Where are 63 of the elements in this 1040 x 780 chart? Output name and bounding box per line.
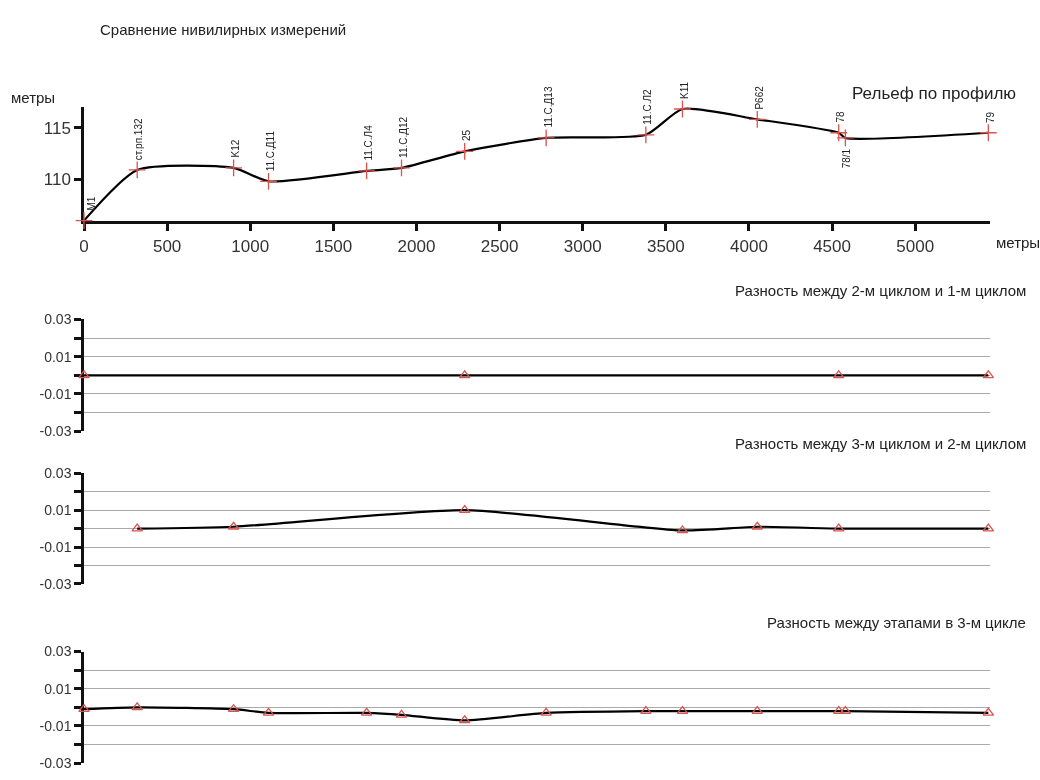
annotation: K11 [678, 81, 690, 99]
chart-title: Разность между 3-м циклом и 2-м циклом [735, 435, 1027, 452]
x-tick-label: 2000 [397, 236, 436, 256]
point [74, 211, 94, 230]
y-tick-label: -0.01 [39, 385, 72, 402]
point [829, 123, 848, 142]
point [640, 705, 652, 714]
point [537, 128, 556, 147]
annotation: Р662 [753, 85, 765, 110]
x-tick-label: 3500 [646, 236, 685, 256]
y-tick-label: 0.03 [44, 311, 72, 328]
annotation: ст.рп.132 [133, 118, 145, 161]
x-tick-label: 3000 [563, 236, 602, 256]
y-tick-label: -0.03 [39, 755, 72, 772]
point [636, 125, 655, 144]
point [392, 158, 411, 177]
x-tick-label: 1500 [314, 236, 353, 256]
point [259, 172, 278, 191]
annotation: M1 [86, 196, 98, 211]
point [836, 128, 855, 147]
point [78, 704, 90, 713]
y-tick-label: -0.01 [39, 538, 72, 555]
x-tick-label: 0 [79, 236, 89, 256]
point [540, 707, 552, 716]
y-tick-label: 0.01 [44, 348, 72, 365]
chart-title: Сравнение нивилирных измерений [100, 21, 347, 39]
annotation: 25 [461, 129, 473, 142]
y-tick-label: -0.03 [39, 423, 72, 440]
y-tick-label: 0.01 [44, 680, 72, 697]
y-tick-label: -0.03 [39, 575, 72, 592]
point [748, 110, 767, 129]
chart-subtitle: Рельеф по профилю [852, 84, 1017, 103]
annotation: 11.С.Л4 [362, 124, 374, 161]
point [673, 99, 692, 119]
x-tick-label: 5000 [896, 236, 935, 256]
y-tick-label: 0.01 [44, 502, 72, 519]
y-tick-label: 0.03 [44, 465, 72, 482]
x-tick-label: 4500 [813, 236, 851, 256]
x-tick-label: 1000 [231, 236, 270, 256]
point [357, 161, 376, 181]
annotation: K12 [229, 139, 241, 158]
x-tick-label: 500 [152, 236, 182, 256]
point [979, 123, 998, 142]
annotation: 78/1 [841, 148, 853, 169]
y-axis-title: метры [11, 89, 56, 106]
annotation: 11.С.Д12 [398, 116, 410, 158]
annotation: 78 [834, 110, 846, 123]
point [128, 160, 147, 179]
annotation: 11.С.Д11 [264, 130, 276, 172]
chart-title: Разность между этапами в 3-м цикле [767, 614, 1026, 631]
chart-title: Разность между 2-м циклом и 1-м циклом [735, 282, 1027, 299]
annotation: 11.С.Д13 [542, 86, 554, 128]
y-tick-label: 110 [43, 170, 71, 190]
annotation: 79 [984, 111, 996, 124]
point [224, 158, 243, 177]
x-axis-title: метры [996, 234, 1040, 251]
annotation: 11.С.Л2 [642, 88, 654, 125]
y-tick-label: 115 [43, 118, 71, 138]
x-tick-label: 2500 [480, 236, 519, 256]
x-tick-label: 4000 [730, 236, 768, 256]
point [455, 142, 474, 161]
y-tick-label: 0.03 [44, 643, 72, 660]
y-tick-label: -0.01 [39, 717, 72, 734]
